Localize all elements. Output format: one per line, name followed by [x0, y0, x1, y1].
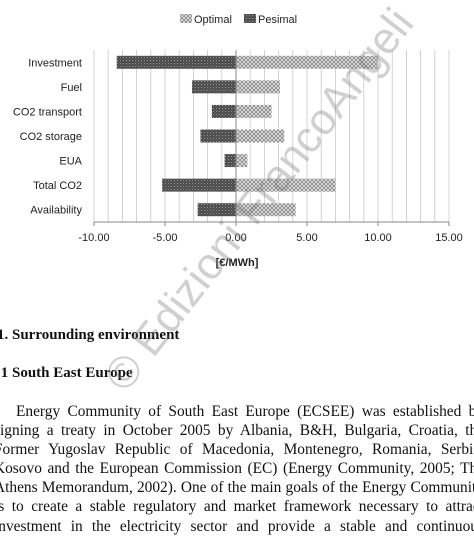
category-label: Availability — [30, 205, 82, 217]
body-line: Athens Memorandum, 2002). One of the mai… — [0, 479, 474, 497]
legend-label-optimal: Optimal — [194, 14, 232, 26]
x-tick-label: 15.00 — [435, 232, 463, 244]
category-label: Total CO2 — [33, 180, 82, 192]
category-label: Investment — [28, 57, 82, 69]
bar-optimal-investment — [236, 55, 378, 69]
bar-pesimal-fuel — [191, 80, 236, 94]
category-label: CO2 storage — [20, 131, 82, 143]
legend-label-pesimal: Pesimal — [258, 14, 297, 26]
bar-pesimal-availability — [197, 203, 236, 217]
x-axis-title: [€/MWh] — [216, 257, 259, 269]
legend-swatch-pesimal — [244, 14, 256, 23]
legend: Optimal Pesimal — [180, 14, 297, 26]
x-tick-label: -10.00 — [78, 232, 109, 244]
bar-optimal-co2-storage — [236, 129, 285, 143]
bar-pesimal-co2-storage — [200, 129, 236, 143]
body-line: signing a treaty in October 2005 by Alba… — [0, 422, 474, 440]
bar-pesimal-co2-transport — [211, 104, 236, 118]
x-tick-label: 0.00 — [225, 232, 246, 244]
bar-pesimal-eua — [224, 154, 236, 168]
section-heading-surrounding-environment: 1. Surrounding environment — [0, 327, 180, 343]
bar-optimal-availability — [236, 203, 296, 217]
bar-optimal-fuel — [236, 80, 281, 94]
bars — [116, 55, 378, 217]
x-tick-label: 10.00 — [364, 232, 392, 244]
body-line: Former Yugoslav Republic of Macedonia, M… — [0, 441, 474, 459]
section-heading-south-east-europe: .1 South East Europe — [0, 365, 133, 381]
x-tick-label: 5.00 — [296, 232, 317, 244]
bar-pesimal-total-co2 — [162, 178, 236, 192]
category-label: Fuel — [61, 82, 82, 94]
category-label: EUA — [59, 156, 82, 168]
category-label: CO2 transport — [13, 106, 82, 118]
bar-pesimal-investment — [116, 55, 236, 69]
x-tick-label: -5.00 — [152, 232, 177, 244]
axes: Investment Fuel CO2 transport CO2 storage EU… — [13, 50, 463, 244]
body-line: investment in the electricity sector and… — [0, 517, 474, 535]
body-line: is to create a stable regulatory and mar… — [0, 498, 474, 516]
body-line: Energy Community of South East Europe (E… — [16, 403, 474, 420]
body-paragraph: Energy Community of South East Europe (E… — [0, 402, 474, 536]
bar-optimal-eua — [236, 154, 248, 168]
legend-swatch-optimal — [180, 14, 192, 23]
chart: Investment Fuel CO2 transport CO2 storage EU… — [13, 14, 463, 269]
bar-optimal-co2-transport — [236, 104, 272, 118]
body-line: Kosovo and the European Commission (EC) … — [0, 460, 474, 478]
bar-optimal-total-co2 — [236, 178, 336, 192]
